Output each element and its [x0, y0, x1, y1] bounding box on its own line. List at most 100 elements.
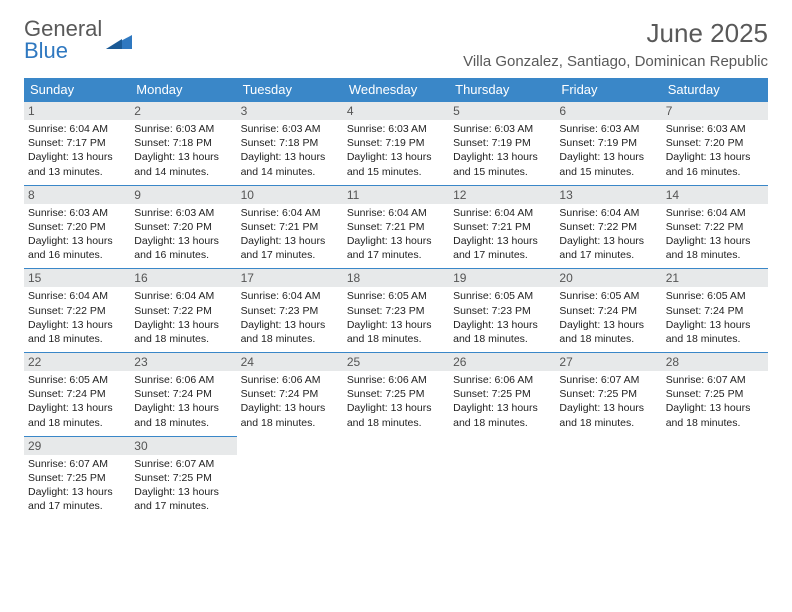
- day-number: 9: [130, 185, 236, 204]
- calendar-day-cell: 25Sunrise: 6:06 AMSunset: 7:25 PMDayligh…: [343, 352, 449, 436]
- weekday-header: Thursday: [449, 78, 555, 101]
- calendar-day-cell: 8 Sunrise: 6:03 AMSunset: 7:20 PMDaylight…: [24, 185, 130, 269]
- calendar-body: 1 Sunrise: 6:04 AMSunset: 7:17 PMDaylight…: [24, 101, 768, 519]
- day-number: 1: [24, 101, 130, 120]
- day-details: Sunrise: 6:04 AMSunset: 7:23 PMDaylight:…: [241, 289, 339, 346]
- calendar-week-row: 15Sunrise: 6:04 AMSunset: 7:22 PMDayligh…: [24, 268, 768, 352]
- location-label: Villa Gonzalez, Santiago, Dominican Repu…: [463, 53, 768, 70]
- calendar-day-cell: 15 Sunrise: 6:04 AMSunset: 7:22 PMDayligh…: [24, 268, 130, 352]
- calendar-day-cell: 4 Sunrise: 6:03 AMSunset: 7:19 PMDaylight…: [343, 101, 449, 185]
- calendar-day-cell: 28 Sunrise: 6:07 AMSunset: 7:25 PMDayligh…: [662, 352, 768, 436]
- day-details: Sunrise: 6:07 AMSunset: 7:25 PMDaylight:…: [134, 457, 232, 514]
- weekday-header: Saturday: [662, 78, 768, 101]
- day-details: Sunrise: 6:03 AMSunset: 7:20 PMDaylight:…: [666, 122, 764, 179]
- day-details: Sunrise: 6:03 AMSunset: 7:20 PMDaylight:…: [134, 206, 232, 263]
- calendar-day-cell: 7 Sunrise: 6:03 AMSunset: 7:20 PMDaylight…: [662, 101, 768, 185]
- day-details: Sunrise: 6:04 AMSunset: 7:22 PMDaylight:…: [134, 289, 232, 346]
- day-details: Sunrise: 6:03 AMSunset: 7:19 PMDaylight:…: [453, 122, 551, 179]
- weekday-header: Sunday: [24, 78, 130, 101]
- calendar-day-cell: 22Sunrise: 6:05 AMSunset: 7:24 PMDayligh…: [24, 352, 130, 436]
- day-number: 20: [555, 268, 661, 287]
- day-number: 25: [343, 352, 449, 371]
- calendar-day-cell: 13 Sunrise: 6:04 AMSunset: 7:22 PMDayligh…: [555, 185, 661, 269]
- day-number: 3: [237, 101, 343, 120]
- calendar-day-cell: ..: [662, 436, 768, 520]
- day-details: Sunrise: 6:03 AMSunset: 7:19 PMDaylight:…: [347, 122, 445, 179]
- calendar-day-cell: 26Sunrise: 6:06 AMSunset: 7:25 PMDayligh…: [449, 352, 555, 436]
- day-details: Sunrise: 6:04 AMSunset: 7:17 PMDaylight:…: [28, 122, 126, 179]
- day-details: Sunrise: 6:06 AMSunset: 7:25 PMDaylight:…: [453, 373, 551, 430]
- calendar-day-cell: 11Sunrise: 6:04 AMSunset: 7:21 PMDayligh…: [343, 185, 449, 269]
- calendar-day-cell: 30 Sunrise: 6:07 AMSunset: 7:25 PMDayligh…: [130, 436, 236, 520]
- month-title: June 2025: [463, 18, 768, 49]
- calendar-day-cell: 24Sunrise: 6:06 AMSunset: 7:24 PMDayligh…: [237, 352, 343, 436]
- weekday-header: Monday: [130, 78, 236, 101]
- day-number: 6: [555, 101, 661, 120]
- day-number: 10: [237, 185, 343, 204]
- day-details: Sunrise: 6:04 AMSunset: 7:22 PMDaylight:…: [28, 289, 126, 346]
- calendar-week-row: 1 Sunrise: 6:04 AMSunset: 7:17 PMDaylight…: [24, 101, 768, 185]
- day-number: 19: [449, 268, 555, 287]
- calendar-day-cell: 20Sunrise: 6:05 AMSunset: 7:24 PMDayligh…: [555, 268, 661, 352]
- day-number: 13: [555, 185, 661, 204]
- day-details: Sunrise: 6:05 AMSunset: 7:23 PMDaylight:…: [453, 289, 551, 346]
- calendar-day-cell: ..: [237, 436, 343, 520]
- day-number: 12: [449, 185, 555, 204]
- brand-text: General Blue: [24, 18, 102, 62]
- day-number: 18: [343, 268, 449, 287]
- weekday-header: Tuesday: [237, 78, 343, 101]
- calendar-day-cell: 3 Sunrise: 6:03 AMSunset: 7:18 PMDaylight…: [237, 101, 343, 185]
- day-details: Sunrise: 6:07 AMSunset: 7:25 PMDaylight:…: [559, 373, 657, 430]
- day-details: Sunrise: 6:04 AMSunset: 7:22 PMDaylight:…: [666, 206, 764, 263]
- weekday-header: Friday: [555, 78, 661, 101]
- title-block: June 2025 Villa Gonzalez, Santiago, Domi…: [463, 18, 768, 78]
- day-number: 21: [662, 268, 768, 287]
- day-details: Sunrise: 6:03 AMSunset: 7:20 PMDaylight:…: [28, 206, 126, 263]
- day-number: 23: [130, 352, 236, 371]
- day-number: 8: [24, 185, 130, 204]
- day-number: 5: [449, 101, 555, 120]
- brand-triangle-icon: [106, 31, 132, 49]
- day-number: 28: [662, 352, 768, 371]
- day-number: 7: [662, 101, 768, 120]
- calendar-day-cell: ..: [555, 436, 661, 520]
- day-details: Sunrise: 6:07 AMSunset: 7:25 PMDaylight:…: [28, 457, 126, 514]
- calendar-week-row: 29Sunrise: 6:07 AMSunset: 7:25 PMDayligh…: [24, 436, 768, 520]
- day-details: Sunrise: 6:03 AMSunset: 7:18 PMDaylight:…: [241, 122, 339, 179]
- day-details: Sunrise: 6:06 AMSunset: 7:24 PMDaylight:…: [134, 373, 232, 430]
- day-details: Sunrise: 6:05 AMSunset: 7:24 PMDaylight:…: [666, 289, 764, 346]
- day-details: Sunrise: 6:03 AMSunset: 7:18 PMDaylight:…: [134, 122, 232, 179]
- day-number: 16: [130, 268, 236, 287]
- calendar-day-cell: 2 Sunrise: 6:03 AMSunset: 7:18 PMDaylight…: [130, 101, 236, 185]
- calendar-day-cell: 23 Sunrise: 6:06 AMSunset: 7:24 PMDayligh…: [130, 352, 236, 436]
- day-number: 17: [237, 268, 343, 287]
- calendar-day-cell: 5 Sunrise: 6:03 AMSunset: 7:19 PMDaylight…: [449, 101, 555, 185]
- day-number: 2: [130, 101, 236, 120]
- day-number: 30: [130, 436, 236, 455]
- calendar-head: SundayMondayTuesdayWednesdayThursdayFrid…: [24, 78, 768, 101]
- calendar-day-cell: 18 Sunrise: 6:05 AMSunset: 7:23 PMDayligh…: [343, 268, 449, 352]
- calendar-table: SundayMondayTuesdayWednesdayThursdayFrid…: [24, 78, 768, 519]
- brand-line2: Blue: [24, 38, 68, 63]
- weekday-header: Wednesday: [343, 78, 449, 101]
- day-number: 27: [555, 352, 661, 371]
- calendar-day-cell: 1 Sunrise: 6:04 AMSunset: 7:17 PMDaylight…: [24, 101, 130, 185]
- calendar-day-cell: 19 Sunrise: 6:05 AMSunset: 7:23 PMDayligh…: [449, 268, 555, 352]
- day-details: Sunrise: 6:04 AMSunset: 7:22 PMDaylight:…: [559, 206, 657, 263]
- day-number: 11: [343, 185, 449, 204]
- calendar-day-cell: ..: [343, 436, 449, 520]
- day-number: 15: [24, 268, 130, 287]
- day-number: 29: [24, 436, 130, 455]
- day-number: 4: [343, 101, 449, 120]
- calendar-week-row: 22Sunrise: 6:05 AMSunset: 7:24 PMDayligh…: [24, 352, 768, 436]
- day-details: Sunrise: 6:03 AMSunset: 7:19 PMDaylight:…: [559, 122, 657, 179]
- calendar-day-cell: 17 Sunrise: 6:04 AMSunset: 7:23 PMDayligh…: [237, 268, 343, 352]
- day-details: Sunrise: 6:05 AMSunset: 7:23 PMDaylight:…: [347, 289, 445, 346]
- day-details: Sunrise: 6:04 AMSunset: 7:21 PMDaylight:…: [241, 206, 339, 263]
- day-number: 24: [237, 352, 343, 371]
- calendar-week-row: 8Sunrise: 6:03 AMSunset: 7:20 PMDaylight…: [24, 185, 768, 269]
- calendar-day-cell: 10 Sunrise: 6:04 AMSunset: 7:21 PMDayligh…: [237, 185, 343, 269]
- day-details: Sunrise: 6:07 AMSunset: 7:25 PMDaylight:…: [666, 373, 764, 430]
- header: General Blue June 2025 Villa Gonzalez, S…: [24, 18, 768, 78]
- day-details: Sunrise: 6:05 AMSunset: 7:24 PMDaylight:…: [28, 373, 126, 430]
